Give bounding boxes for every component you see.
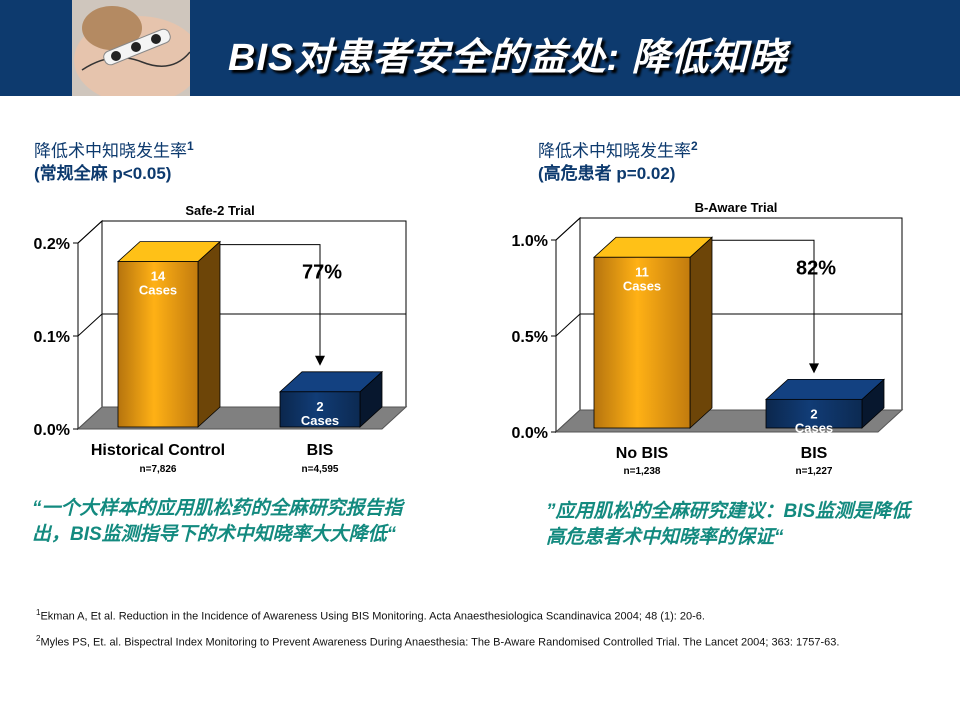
chart-title: Safe-2 Trial xyxy=(185,203,254,218)
right-heading: 降低术中知晓发生率 xyxy=(538,141,691,161)
y-tick-label: 0.0% xyxy=(512,425,548,442)
sample-size-label: n=1,238 xyxy=(624,466,661,477)
safe2-trial-chart: Safe-2 Trial0.0%0.1%0.2%14CasesHistorica… xyxy=(34,203,408,475)
bar-count-label: 2 xyxy=(316,399,323,414)
bar xyxy=(117,261,199,428)
x-category-label: BIS xyxy=(801,445,828,462)
sample-size-label: n=4,595 xyxy=(302,464,339,475)
reduction-arrow-head xyxy=(315,355,325,366)
x-category-label: No BIS xyxy=(616,445,669,462)
left-quote: “一个大样本的应用肌松药的全麻研究报告指出，BIS监测指导下的术中知晓率大大降低… xyxy=(32,498,403,545)
y-tick-label: 1.0% xyxy=(512,233,548,250)
left-subheading: (常规全麻 p<0.05) xyxy=(34,163,172,183)
sample-size-label: n=7,826 xyxy=(140,464,177,475)
reduction-label: 82% xyxy=(796,257,836,279)
bar-cases-label: Cases xyxy=(623,278,661,293)
x-category-label: Historical Control xyxy=(91,442,225,459)
reference-1-text: Ekman A, Et al. Reduction in the Inciden… xyxy=(40,610,705,623)
reference-2: 2Myles PS, Et. al. Bispectral Index Moni… xyxy=(36,631,896,651)
gridline-side xyxy=(555,313,581,337)
y-tick-label: 0.1% xyxy=(34,329,70,346)
patient-sensor-image xyxy=(72,0,190,96)
reference-1-num: 1 xyxy=(36,608,41,617)
gridline-side xyxy=(555,217,581,241)
y-tick-label: 0.5% xyxy=(512,329,548,346)
reduction-label: 77% xyxy=(302,262,342,284)
gridline-side xyxy=(77,313,103,337)
reference-1: 1Ekman A, Et al. Reduction in the Incide… xyxy=(36,605,896,625)
sample-size-label: n=1,227 xyxy=(796,466,833,477)
references: 1Ekman A, Et al. Reduction in the Incide… xyxy=(36,605,896,656)
bar-cases-label: Cases xyxy=(301,413,339,428)
bar xyxy=(279,391,361,428)
bar-side xyxy=(197,240,221,428)
reduction-arrow-line xyxy=(712,239,815,364)
right-heading-ref: 2 xyxy=(691,139,698,153)
bar-count-label: 2 xyxy=(810,406,817,421)
y-tick-label: 0.0% xyxy=(34,422,70,439)
chart-title: B-Aware Trial xyxy=(695,200,778,215)
reference-2-num: 2 xyxy=(36,633,41,643)
reduction-arrow-head xyxy=(809,363,819,374)
bar xyxy=(593,256,691,429)
gridline-side xyxy=(77,220,103,244)
bar-count-label: 14 xyxy=(151,269,166,284)
left-heading-ref: 1 xyxy=(187,139,194,153)
patient-photo xyxy=(72,0,190,96)
header-band: BIS对患者安全的益处: 降低知晓 xyxy=(0,0,960,96)
x-category-label: BIS xyxy=(307,442,334,459)
right-quote: ”应用肌松的全麻研究建议：BIS监测是降低高危患者术中知晓率的保证“ xyxy=(546,501,911,548)
reduction-arrow-line xyxy=(220,244,321,356)
bar-count-label: 11 xyxy=(635,264,649,279)
reference-2-text: Myles PS, Et. al. Bispectral Index Monit… xyxy=(40,636,840,649)
right-subheading: (高危患者 p=0.02) xyxy=(538,163,676,183)
slide-title: BIS对患者安全的益处: 降低知晓 xyxy=(228,37,788,79)
bar-side xyxy=(689,236,713,429)
bar xyxy=(765,398,863,429)
y-tick-label: 0.2% xyxy=(34,236,70,253)
left-heading: 降低术中知晓发生率 xyxy=(34,141,187,161)
right-heading-block: 降低术中知晓发生率2 (高危患者 p=0.02) xyxy=(538,135,698,185)
left-heading-block: 降低术中知晓发生率1 (常规全麻 p<0.05) xyxy=(34,135,194,185)
bar-cases-label: Cases xyxy=(795,420,833,435)
bar-cases-label: Cases xyxy=(139,283,177,298)
